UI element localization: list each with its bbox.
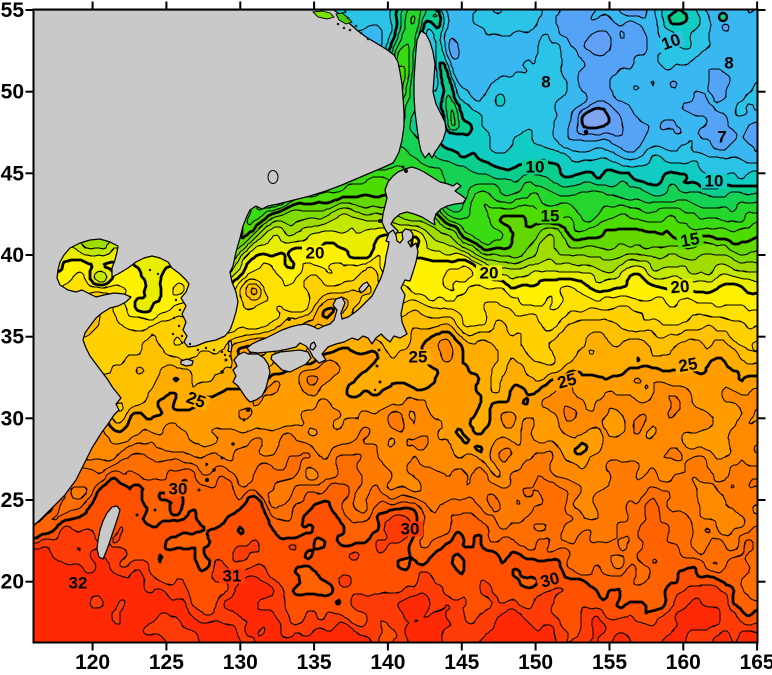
svg-text:135: 135 <box>297 651 332 674</box>
svg-text:25: 25 <box>677 354 699 376</box>
svg-text:25: 25 <box>1 489 25 512</box>
svg-text:130: 130 <box>223 651 258 674</box>
svg-text:32: 32 <box>69 574 88 593</box>
svg-text:165: 165 <box>740 651 772 674</box>
svg-text:55: 55 <box>1 0 25 22</box>
svg-text:15: 15 <box>679 229 701 251</box>
svg-text:25: 25 <box>409 348 428 367</box>
svg-text:10: 10 <box>705 172 724 191</box>
svg-text:30: 30 <box>401 520 420 539</box>
svg-text:155: 155 <box>592 651 627 674</box>
svg-text:160: 160 <box>666 651 701 674</box>
svg-text:7: 7 <box>717 128 726 147</box>
svg-text:20: 20 <box>306 244 325 263</box>
svg-text:50: 50 <box>1 81 24 104</box>
svg-text:120: 120 <box>75 651 110 674</box>
svg-text:145: 145 <box>444 651 479 674</box>
svg-text:8: 8 <box>724 54 733 73</box>
svg-text:31: 31 <box>223 567 242 586</box>
svg-text:20: 20 <box>1 571 24 594</box>
svg-text:25: 25 <box>555 369 578 392</box>
svg-text:30: 30 <box>1 407 24 430</box>
svg-text:45: 45 <box>1 162 25 185</box>
svg-text:10: 10 <box>526 158 545 177</box>
svg-text:20: 20 <box>670 277 691 298</box>
svg-text:35: 35 <box>1 326 25 349</box>
svg-text:125: 125 <box>149 651 184 674</box>
svg-text:150: 150 <box>518 651 553 674</box>
svg-text:8: 8 <box>541 73 550 92</box>
svg-text:40: 40 <box>1 244 24 267</box>
svg-text:30: 30 <box>538 568 561 591</box>
svg-text:20: 20 <box>480 264 499 283</box>
svg-text:30: 30 <box>169 480 188 499</box>
svg-text:140: 140 <box>370 651 405 674</box>
svg-text:15: 15 <box>541 207 560 226</box>
